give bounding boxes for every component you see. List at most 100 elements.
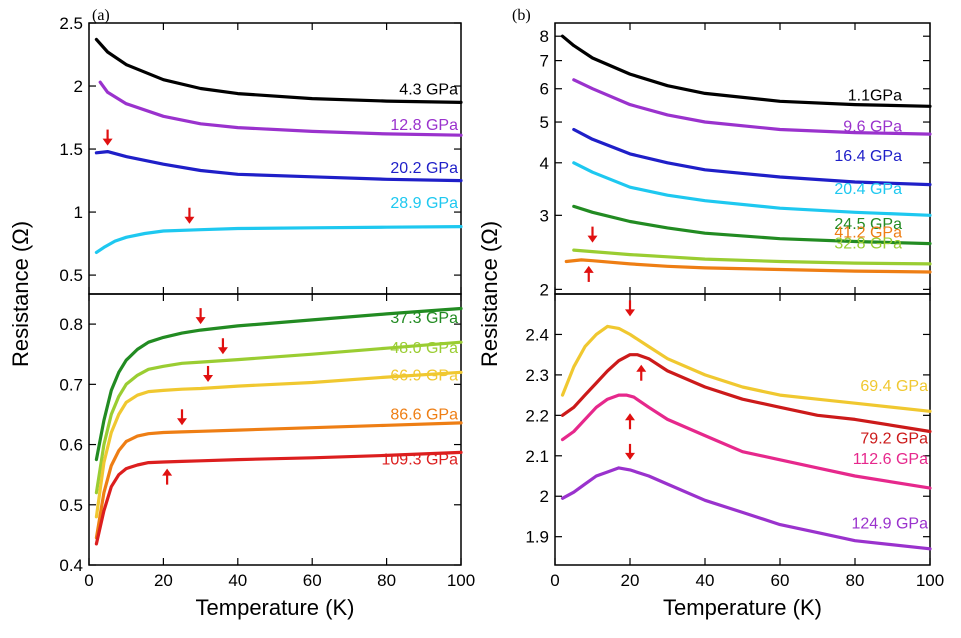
y-tick-label: 4 xyxy=(540,154,549,173)
subplot-top: 0.5 1 1.5 2 2.5 4.3 GPa 12.8 GPa 20.2 GPa 28.9 G… xyxy=(59,14,463,295)
series-line xyxy=(572,248,932,266)
plot-frame xyxy=(88,293,462,566)
x-tick-label: 100 xyxy=(916,571,944,590)
series-line xyxy=(572,204,932,246)
x-tick-label: 60 xyxy=(303,571,322,590)
series-line xyxy=(94,306,463,462)
y-tick-label: 0.5 xyxy=(59,496,83,515)
series-line xyxy=(94,370,463,519)
x-tick-label: 40 xyxy=(696,571,715,590)
plot-frame xyxy=(554,293,931,566)
y-axis-title: Resistance (Ω) xyxy=(8,221,33,367)
series-line xyxy=(94,340,463,495)
series-label: 20.2 GPa xyxy=(390,160,458,177)
series-line xyxy=(94,225,463,254)
y-tick-label: 2 xyxy=(74,77,83,96)
x-tick-label: 80 xyxy=(846,571,865,590)
y-tick-label: 6 xyxy=(540,80,549,99)
subplot-bottom: 1.9 2 2.1 2.2 2.3 2.4 0 20 40 60 80 100 69.4 GPa 79.2… xyxy=(525,293,944,590)
series-line xyxy=(560,353,932,434)
series-label: 37.3 GPa xyxy=(390,310,458,327)
arrow-marker xyxy=(625,413,635,430)
x-tick-label: 20 xyxy=(621,571,640,590)
y-tick-label: 2 xyxy=(540,487,549,506)
series-label: 41.2 GPa xyxy=(834,224,902,241)
series-line xyxy=(572,161,932,217)
x-axis-title: Temperature (K) xyxy=(196,595,355,620)
y-tick-label: 0.6 xyxy=(59,436,83,455)
series-line xyxy=(560,324,932,413)
series-label: 69.4 GPa xyxy=(860,378,928,395)
series-line xyxy=(560,34,932,108)
series-label: 109.3 GPa xyxy=(382,452,459,469)
arrow-marker xyxy=(636,364,647,381)
series-label: 79.2 GPa xyxy=(860,431,928,448)
y-tick-label: 0.8 xyxy=(59,315,83,334)
series-line xyxy=(572,127,932,187)
y-tick-label: 3 xyxy=(540,206,549,225)
series-label: 66.9 GPa xyxy=(390,367,458,384)
series-label: 24.5 GPa xyxy=(834,216,902,233)
arrow-marker xyxy=(184,207,195,224)
panel-tag: (b) xyxy=(512,7,531,24)
series-label: 12.8 GPa xyxy=(390,117,458,134)
y-tick-label: 2.2 xyxy=(525,406,549,425)
x-tick-label: 0 xyxy=(84,571,93,590)
plot-frame xyxy=(88,22,462,295)
y-tick-label: 0.7 xyxy=(59,375,83,394)
series-line xyxy=(564,258,932,274)
x-tick-label: 100 xyxy=(447,571,475,590)
y-tick-label: 2.3 xyxy=(525,366,549,385)
series-line xyxy=(572,78,932,136)
arrow-marker xyxy=(625,300,635,317)
x-tick-label: 0 xyxy=(550,571,559,590)
series-label: 28.9 GPa xyxy=(390,195,458,212)
arrow-marker xyxy=(217,338,228,355)
series-line xyxy=(560,393,932,490)
arrow-marker xyxy=(625,443,635,460)
y-tick-label: 8 xyxy=(540,27,549,46)
chart-panel-a: 0.5 1 1.5 2 2.5 4.3 GPa 12.8 GPa 20.2 GPa 28.9 G… xyxy=(8,7,475,620)
subplot-top: 2 3 4 5 6 7 8 1.1GPa 9.6 GPa 16.4 GPa 20.4 GPa 24.5… xyxy=(540,22,932,299)
arrow-marker xyxy=(203,365,214,382)
series-label: 112.6 GPa xyxy=(853,451,928,468)
series-line xyxy=(560,466,932,551)
y-tick-label: 5 xyxy=(540,113,549,132)
y-tick-label: 0.4 xyxy=(59,556,83,575)
series-label: 124.9 GPa xyxy=(852,516,929,533)
series-line xyxy=(94,150,463,183)
arrow-marker xyxy=(102,129,113,146)
y-tick-label: 7 xyxy=(540,52,549,71)
arrow-marker xyxy=(195,308,206,325)
series-line xyxy=(94,37,463,105)
x-axis-title: Temperature (K) xyxy=(663,595,822,620)
series-label: 32.8 GPa xyxy=(834,235,902,252)
y-tick-label: 1.5 xyxy=(59,140,83,159)
y-tick-label: 2 xyxy=(540,280,549,299)
series-line xyxy=(98,80,463,137)
series-label: 9.6 GPa xyxy=(843,118,902,135)
series-label: 20.4 GPa xyxy=(834,181,902,198)
series-label: 1.1GPa xyxy=(848,88,902,105)
series-label: 16.4 GPa xyxy=(834,148,902,165)
subplot-bottom: 0.4 0.5 0.6 0.7 0.8 0 20 40 60 80 100 37.3 GPa 48.0 … xyxy=(59,293,475,590)
y-tick-label: 0.5 xyxy=(59,266,83,285)
chart-panel-b: 2 3 4 5 6 7 8 1.1GPa 9.6 GPa 16.4 GPa 20.4 GPa 24.5… xyxy=(477,7,944,620)
x-tick-label: 40 xyxy=(228,571,247,590)
x-tick-label: 20 xyxy=(154,571,173,590)
x-tick-label: 80 xyxy=(377,571,396,590)
series-line xyxy=(94,421,463,540)
arrow-marker xyxy=(162,468,173,485)
y-tick-label: 1.9 xyxy=(525,528,549,547)
y-tick-label: 2.4 xyxy=(525,325,549,344)
series-label: 48.0 GPa xyxy=(390,340,458,357)
y-tick-label: 1 xyxy=(74,203,83,222)
arrow-marker xyxy=(583,265,594,282)
panel-tag: (a) xyxy=(92,7,110,24)
y-tick-label: 2.5 xyxy=(59,14,83,33)
series-label: 86.6 GPa xyxy=(390,406,458,423)
series-label: 4.3 GPa xyxy=(399,82,458,99)
series-line xyxy=(94,450,463,546)
y-tick-label: 2.1 xyxy=(525,447,549,466)
